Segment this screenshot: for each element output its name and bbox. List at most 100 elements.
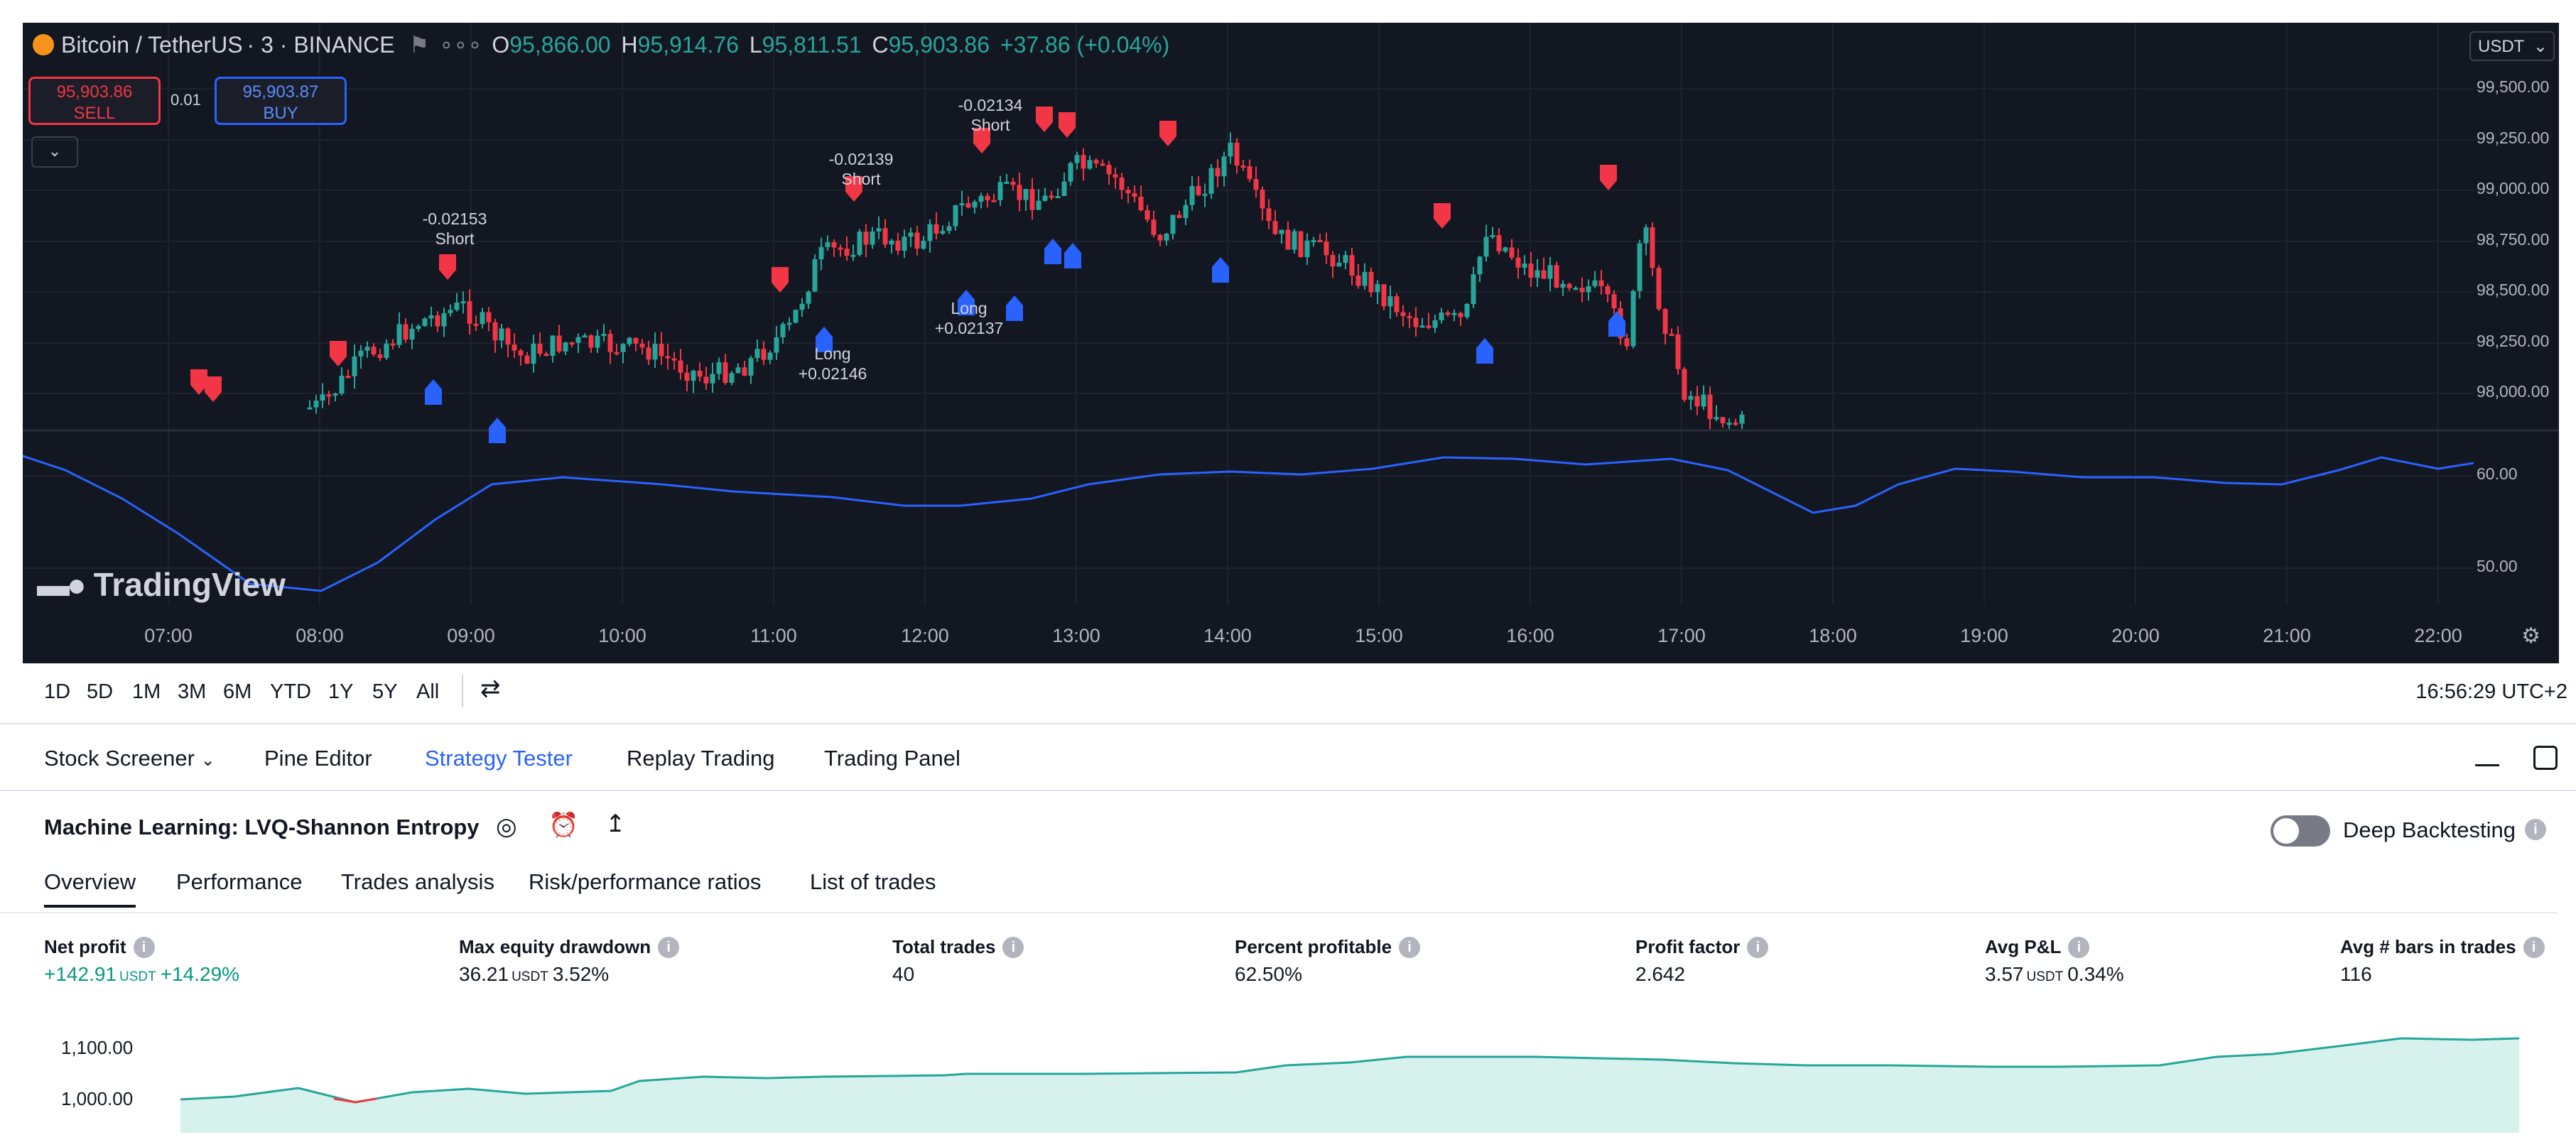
timeframe-1m[interactable]: 1M xyxy=(132,680,161,703)
export-icon[interactable]: ↥ xyxy=(605,810,626,837)
candle-body xyxy=(1055,196,1061,199)
minimize-icon[interactable] xyxy=(2475,764,2499,766)
candle-body xyxy=(972,202,978,208)
metric-total-trades-label: Total trades i xyxy=(892,936,1024,958)
divider xyxy=(462,675,463,707)
timeframe-all[interactable]: All xyxy=(416,680,440,703)
more-icon[interactable]: ∘∘∘ xyxy=(439,32,482,58)
candle-body xyxy=(1355,275,1361,286)
tab-pine-editor[interactable]: Pine Editor xyxy=(264,746,372,771)
candle-body xyxy=(742,367,747,376)
candle-body xyxy=(691,370,696,381)
alert-clock-icon[interactable]: ⏰ xyxy=(548,812,579,839)
candle-body xyxy=(1368,271,1374,293)
candle-body xyxy=(652,344,658,360)
candle-body xyxy=(1682,369,1687,400)
subtab-list-of-trades[interactable]: List of trades xyxy=(810,869,936,894)
deep-backtesting-label: Deep Backtesting xyxy=(2343,817,2516,842)
collapse-legend-button[interactable]: ⌄ xyxy=(31,136,78,168)
candle-body xyxy=(384,343,389,359)
candle-body xyxy=(422,318,428,327)
candle-body xyxy=(512,344,517,351)
info-icon[interactable]: i xyxy=(1747,936,1769,958)
timeframe-5y[interactable]: 5Y xyxy=(372,680,398,703)
candle-body xyxy=(364,347,370,351)
sell-button[interactable]: 95,903.86 SELL xyxy=(28,77,161,125)
candle-body xyxy=(1183,205,1189,218)
info-icon[interactable]: i xyxy=(2523,936,2545,958)
candle-body xyxy=(1515,257,1521,268)
maximize-icon[interactable] xyxy=(2533,746,2558,770)
chart-canvas[interactable] xyxy=(23,23,2559,663)
candle-body xyxy=(1375,284,1380,293)
candle-body xyxy=(684,372,690,381)
time-axis-label: 20:00 xyxy=(2111,625,2160,646)
info-icon[interactable]: i xyxy=(658,936,680,958)
info-icon[interactable]: i xyxy=(133,936,155,958)
info-icon[interactable]: i xyxy=(2525,819,2546,840)
subtab-risk-performance-ratios[interactable]: Risk/performance ratios xyxy=(529,869,762,894)
candle-body xyxy=(1592,280,1598,287)
order-quantity[interactable]: 0.01 xyxy=(171,91,201,109)
candle-body xyxy=(844,249,850,256)
candle-body xyxy=(671,358,677,361)
candle-body xyxy=(1240,165,1246,168)
currency-select[interactable]: USDT ⌄ xyxy=(2469,31,2555,61)
candle-body xyxy=(1100,163,1105,166)
price-chart[interactable]: Bitcoin / TetherUS · 3 · BINANCE ⚑ ∘∘∘ O… xyxy=(23,23,2559,663)
candle-body xyxy=(799,303,805,310)
price-axis-label: 98,750.00 xyxy=(2477,230,2550,249)
candle-body xyxy=(1714,417,1719,420)
metric-max-drawdown-value: 36.21 USDT 3.52% xyxy=(459,963,610,985)
equity-line xyxy=(180,1037,2520,1104)
date-range-icon[interactable]: ⇄ xyxy=(480,675,501,702)
subtab-performance[interactable]: Performance xyxy=(176,869,303,894)
candle-body xyxy=(1387,296,1393,307)
timeframe-1d[interactable]: 1D xyxy=(44,680,71,703)
short-arrow-icon xyxy=(190,369,207,395)
buy-button[interactable]: 95,903.87 BUY xyxy=(215,77,347,125)
candle-body xyxy=(1611,294,1617,309)
timeframe-5d[interactable]: 5D xyxy=(87,680,114,703)
candle-body xyxy=(627,337,632,344)
time-axis-label: 21:00 xyxy=(2263,625,2311,646)
candle-body xyxy=(1298,231,1304,257)
candle-body xyxy=(1566,283,1572,288)
info-icon[interactable]: i xyxy=(1002,936,1024,958)
tab-stock-screener[interactable]: Stock Screener ⌄ xyxy=(44,746,215,771)
clock[interactable]: 16:56:29 UTC+2 xyxy=(2415,680,2567,703)
candle-body xyxy=(1426,325,1432,328)
candle-body xyxy=(1464,304,1470,317)
candle-body xyxy=(767,352,773,360)
info-icon[interactable]: i xyxy=(1399,936,1421,958)
candle-body xyxy=(524,355,530,364)
candle-body xyxy=(1400,312,1406,317)
timeframe-1y[interactable]: 1Y xyxy=(328,680,354,703)
settings-icon[interactable]: ◎ xyxy=(496,813,517,840)
timeframe-3m[interactable]: 3M xyxy=(178,680,207,703)
candle-body xyxy=(1176,214,1182,218)
subtab-overview[interactable]: Overview xyxy=(44,869,136,908)
timeframe-6m[interactable]: 6M xyxy=(223,680,252,703)
tab-trading-panel[interactable]: Trading Panel xyxy=(824,746,960,771)
tab-replay-trading[interactable]: Replay Trading xyxy=(627,746,775,771)
candle-body xyxy=(754,349,760,359)
subtab-trades-analysis[interactable]: Trades analysis xyxy=(341,869,494,894)
trade-marker-label: -0.02139 Short xyxy=(828,150,894,188)
gear-icon[interactable]: ⚙ xyxy=(2521,624,2540,648)
candle-body xyxy=(1439,312,1444,320)
candle-body xyxy=(1675,334,1681,369)
timeframe-ytd[interactable]: YTD xyxy=(270,680,311,703)
symbol-name[interactable]: Bitcoin / TetherUS xyxy=(61,31,243,58)
equity-curve-chart[interactable] xyxy=(0,1009,2576,1147)
candle-body xyxy=(569,342,575,345)
deep-backtesting-toggle[interactable] xyxy=(2271,815,2330,847)
candle-body xyxy=(889,240,894,245)
info-icon[interactable]: i xyxy=(2068,936,2090,958)
candle-body xyxy=(793,310,799,323)
flag-icon[interactable]: ⚑ xyxy=(408,32,430,58)
candle-body xyxy=(448,310,453,313)
candle-body xyxy=(876,228,882,232)
tab-strategy-tester[interactable]: Strategy Tester xyxy=(425,746,573,771)
candle-body xyxy=(710,374,715,384)
